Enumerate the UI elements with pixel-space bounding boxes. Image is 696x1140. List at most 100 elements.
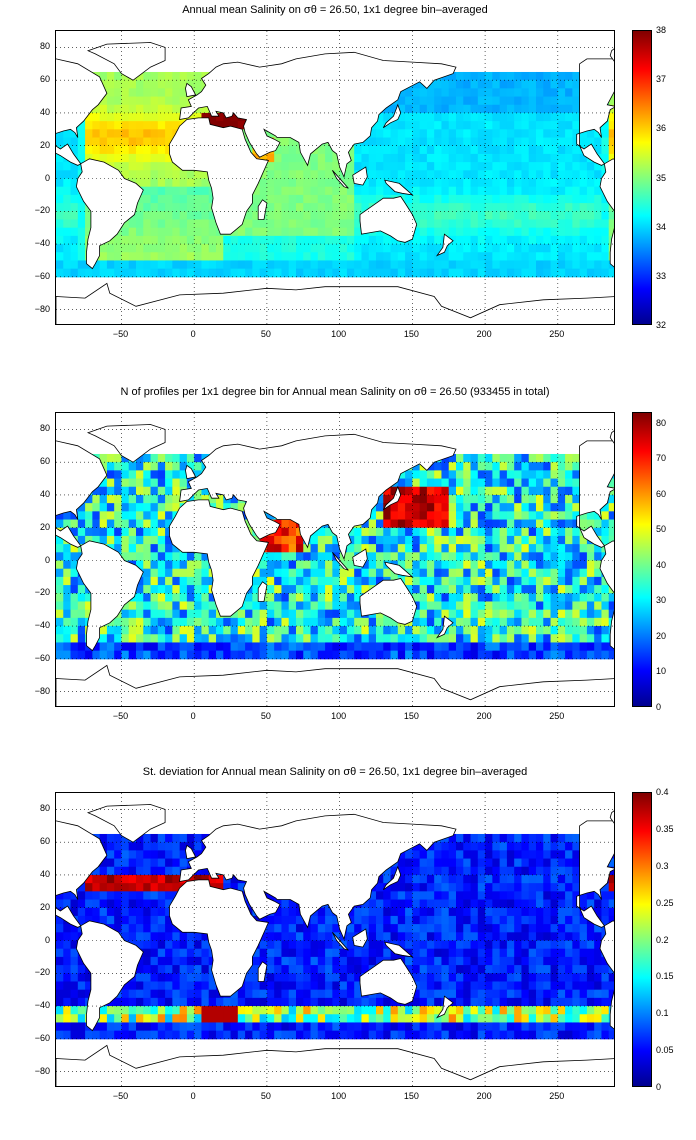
colorbar-tick-label: 36	[656, 123, 667, 134]
land-southAmerica	[75, 540, 144, 652]
land-sumatra	[332, 552, 349, 571]
land-greenlandE	[609, 430, 614, 444]
x-tick-label: 50	[260, 711, 271, 721]
land-eurasia	[179, 813, 457, 941]
colorbar-tick-label: 0.05	[656, 1045, 674, 1056]
land-sumatra	[332, 170, 349, 189]
land-greenland	[86, 424, 166, 463]
land-northAmerica	[56, 58, 108, 166]
y-tick-label: −40	[34, 238, 50, 249]
colorbar-tick-label: 37	[656, 74, 667, 85]
colorbar-tick-label: 10	[656, 666, 667, 677]
colorbar-tick-label: 50	[656, 524, 667, 535]
land-antarctica	[56, 282, 614, 324]
coastlines	[56, 424, 614, 706]
colorbar-tick-label: 0	[656, 702, 662, 712]
land-antarctica	[56, 664, 614, 706]
y-tick-label: −60	[34, 270, 50, 281]
x-tick-label: 200	[476, 1091, 492, 1101]
colorbar-tick-label: 33	[656, 270, 667, 281]
land-southAmerica	[75, 920, 144, 1032]
colorbar-tick-label: 0.1	[656, 1008, 669, 1019]
x-tick-label: 200	[476, 711, 492, 721]
y-tick-label: 0	[44, 554, 50, 565]
y-tick-label: −80	[34, 685, 50, 696]
land-antarctica	[56, 1044, 614, 1086]
x-tick-label: 250	[549, 329, 565, 339]
land-eurasia	[179, 51, 457, 179]
land-northAmericaE	[576, 820, 614, 928]
land-japan	[382, 865, 402, 891]
y-tick-label: 80	[39, 803, 50, 814]
land-northAmerica	[56, 440, 108, 548]
land-africa	[169, 879, 269, 997]
panel-stdev: St. deviation for Annual mean Salinity o…	[0, 762, 696, 1122]
land-australia	[359, 196, 418, 243]
y-tick-label: 80	[39, 41, 50, 52]
land-northAmerica	[56, 820, 108, 928]
x-tick-label: 150	[403, 711, 419, 721]
map-plot	[55, 792, 615, 1087]
land-southAmericaE	[599, 158, 614, 268]
land-nz	[435, 233, 454, 257]
x-tick-label: 250	[549, 711, 565, 721]
grid-lines	[56, 793, 614, 1086]
land-africa	[169, 499, 269, 617]
map-svg	[56, 793, 614, 1086]
land-australia	[359, 958, 418, 1005]
y-tick-label: 20	[39, 901, 50, 912]
land-newGuinea	[384, 561, 414, 578]
y-tick-label: −40	[34, 620, 50, 631]
land-japan	[382, 103, 402, 129]
colorbar-tick-label: 30	[656, 595, 667, 606]
land-borneo	[352, 166, 368, 186]
y-tick-label: 40	[39, 106, 50, 117]
x-tick-label: 50	[260, 1091, 271, 1101]
x-tick-label: 150	[403, 1091, 419, 1101]
y-tick-label: −20	[34, 205, 50, 216]
y-tick-label: −20	[34, 967, 50, 978]
y-tick-label: −20	[34, 587, 50, 598]
colorbar-tick-label: 35	[656, 172, 667, 183]
colorbar	[632, 792, 652, 1087]
x-tick-label: 150	[403, 329, 419, 339]
colorbar-tick-label: 40	[656, 559, 667, 570]
x-tick-label: 0	[190, 329, 196, 339]
y-tick-label: 60	[39, 836, 50, 847]
map-svg	[56, 31, 614, 324]
y-tick-label: 0	[44, 934, 50, 945]
x-tick-label: 200	[476, 329, 492, 339]
land-madagascar	[257, 961, 268, 982]
land-madagascar	[257, 581, 268, 602]
land-greenlandE	[609, 48, 614, 62]
colorbar-tick-label: 0.3	[656, 860, 669, 871]
land-nz	[435, 615, 454, 639]
x-tick-label: 250	[549, 1091, 565, 1101]
colorbar-tick-label: 34	[656, 221, 667, 232]
colorbar-tick-label: 0.2	[656, 934, 669, 945]
x-tick-label: −50	[112, 711, 129, 721]
y-tick-label: 60	[39, 74, 50, 85]
x-tick-label: 100	[331, 329, 347, 339]
y-tick-label: −80	[34, 1065, 50, 1076]
colorbar-tick-label: 0.25	[656, 897, 674, 908]
colorbar-tick-label: 38	[656, 25, 667, 35]
panel-salinity: Annual mean Salinity on σθ = 26.50, 1x1 …	[0, 0, 696, 360]
grid-lines	[56, 413, 614, 706]
land-northAmericaE	[576, 440, 614, 548]
land-greenland	[86, 42, 166, 81]
land-australia	[359, 578, 418, 625]
land-northAmericaE	[576, 58, 614, 166]
colorbar	[632, 412, 652, 707]
map-plot	[55, 412, 615, 707]
x-tick-label: 100	[331, 1091, 347, 1101]
land-sumatra	[332, 932, 349, 951]
land-borneo	[352, 928, 368, 948]
y-tick-label: −60	[34, 1032, 50, 1043]
panel-title: St. deviation for Annual mean Salinity o…	[142, 766, 528, 778]
land-africa	[169, 117, 269, 235]
y-tick-label: 20	[39, 521, 50, 532]
y-tick-label: 40	[39, 488, 50, 499]
colorbar-tick-label: 0.4	[656, 787, 669, 797]
colorbar-tick-label: 20	[656, 630, 667, 641]
